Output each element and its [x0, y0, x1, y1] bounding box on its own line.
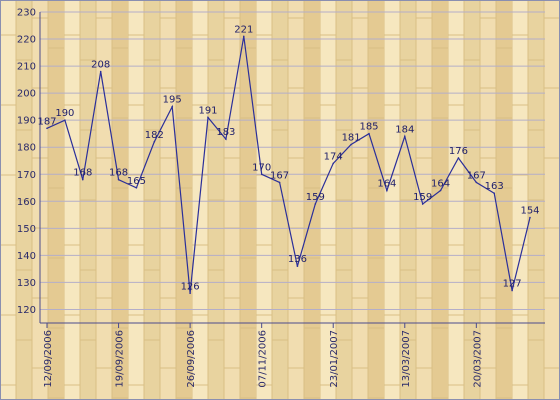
data-point [225, 138, 227, 140]
data-point [493, 192, 496, 194]
data-point [81, 178, 84, 181]
data-label: 208 [91, 59, 110, 70]
data-label: 159 [306, 192, 325, 203]
data-point [189, 292, 191, 295]
y-tick-label: 140 [17, 251, 36, 262]
data-point [421, 203, 424, 205]
data-label: 174 [324, 151, 343, 162]
series-line [46, 35, 531, 295]
data-point [64, 119, 66, 121]
data-label: 176 [449, 146, 468, 157]
y-tick-label: 150 [17, 224, 36, 235]
data-label: 159 [413, 192, 432, 203]
data-point [403, 135, 406, 138]
data-label: 136 [288, 254, 307, 265]
data-point [368, 132, 370, 135]
data-label: 183 [216, 127, 235, 138]
data-labels: 1871901682081681651821951261911832211701… [37, 24, 539, 292]
data-label: 168 [109, 168, 128, 179]
y-tick-label: 220 [17, 35, 36, 46]
y-tick-label: 230 [17, 8, 36, 19]
data-label: 170 [252, 162, 271, 173]
data-point [386, 189, 388, 192]
data-point [99, 70, 102, 73]
data-label: 167 [270, 170, 289, 181]
data-point [207, 116, 209, 119]
data-label: 195 [163, 95, 182, 106]
data-point [439, 189, 442, 192]
grid-lines [40, 11, 545, 310]
data-point [135, 186, 138, 189]
data-label: 167 [467, 170, 486, 181]
data-label: 181 [342, 133, 361, 144]
data-point [242, 35, 245, 38]
series-polyline [46, 36, 531, 294]
x-tick-label: 12/09/2006 [43, 330, 54, 388]
data-point [475, 181, 478, 184]
data-point [457, 157, 460, 159]
data-label: 154 [520, 206, 539, 217]
x-tick-label: 20/03/2007 [472, 330, 483, 388]
data-label: 126 [181, 281, 200, 292]
x-tick-label: 26/09/2006 [186, 330, 197, 388]
y-tick-label: 180 [17, 143, 36, 154]
x-tick-label: 23/01/2007 [329, 330, 340, 388]
data-label: 164 [377, 178, 396, 189]
data-label: 168 [73, 168, 92, 179]
data-label: 164 [431, 178, 450, 189]
data-label: 163 [485, 181, 504, 192]
x-tick-label: 19/09/2006 [115, 330, 126, 388]
axes [39, 12, 545, 328]
y-tick-label: 210 [17, 62, 36, 73]
x-tick-label: 07/11/2006 [258, 330, 269, 388]
data-label: 191 [198, 105, 217, 116]
y-tick-label: 190 [17, 116, 36, 127]
data-point [153, 141, 156, 143]
y-tick-label: 160 [17, 197, 36, 208]
data-label: 184 [395, 124, 414, 135]
data-point [171, 105, 174, 108]
y-tick-labels: 120 130 140 150 160 170 180 190 200 210 220 230 [17, 8, 36, 316]
y-tick-label: 130 [17, 278, 36, 289]
data-point [332, 162, 335, 165]
data-point [529, 216, 531, 219]
data-point [260, 173, 263, 176]
y-tick-label: 200 [17, 89, 36, 100]
data-label: 165 [127, 176, 146, 187]
y-tick-label: 120 [17, 305, 36, 316]
data-point [278, 181, 281, 184]
data-label: 187 [37, 116, 56, 127]
x-tick-label: 13/03/2007 [401, 330, 412, 388]
data-point [296, 265, 299, 268]
data-label: 221 [234, 24, 253, 35]
data-point [511, 289, 513, 292]
x-tick-labels: 12/09/2006 19/09/2006 26/09/2006 07/11/2006… [43, 330, 483, 388]
y-tick-label: 170 [17, 170, 36, 181]
data-point [117, 178, 120, 181]
data-point [46, 127, 48, 130]
data-label: 127 [503, 279, 522, 290]
data-point [314, 203, 317, 205]
data-label: 182 [145, 130, 164, 141]
data-point [350, 143, 352, 146]
data-label: 185 [359, 122, 378, 133]
data-label: 190 [55, 108, 74, 119]
